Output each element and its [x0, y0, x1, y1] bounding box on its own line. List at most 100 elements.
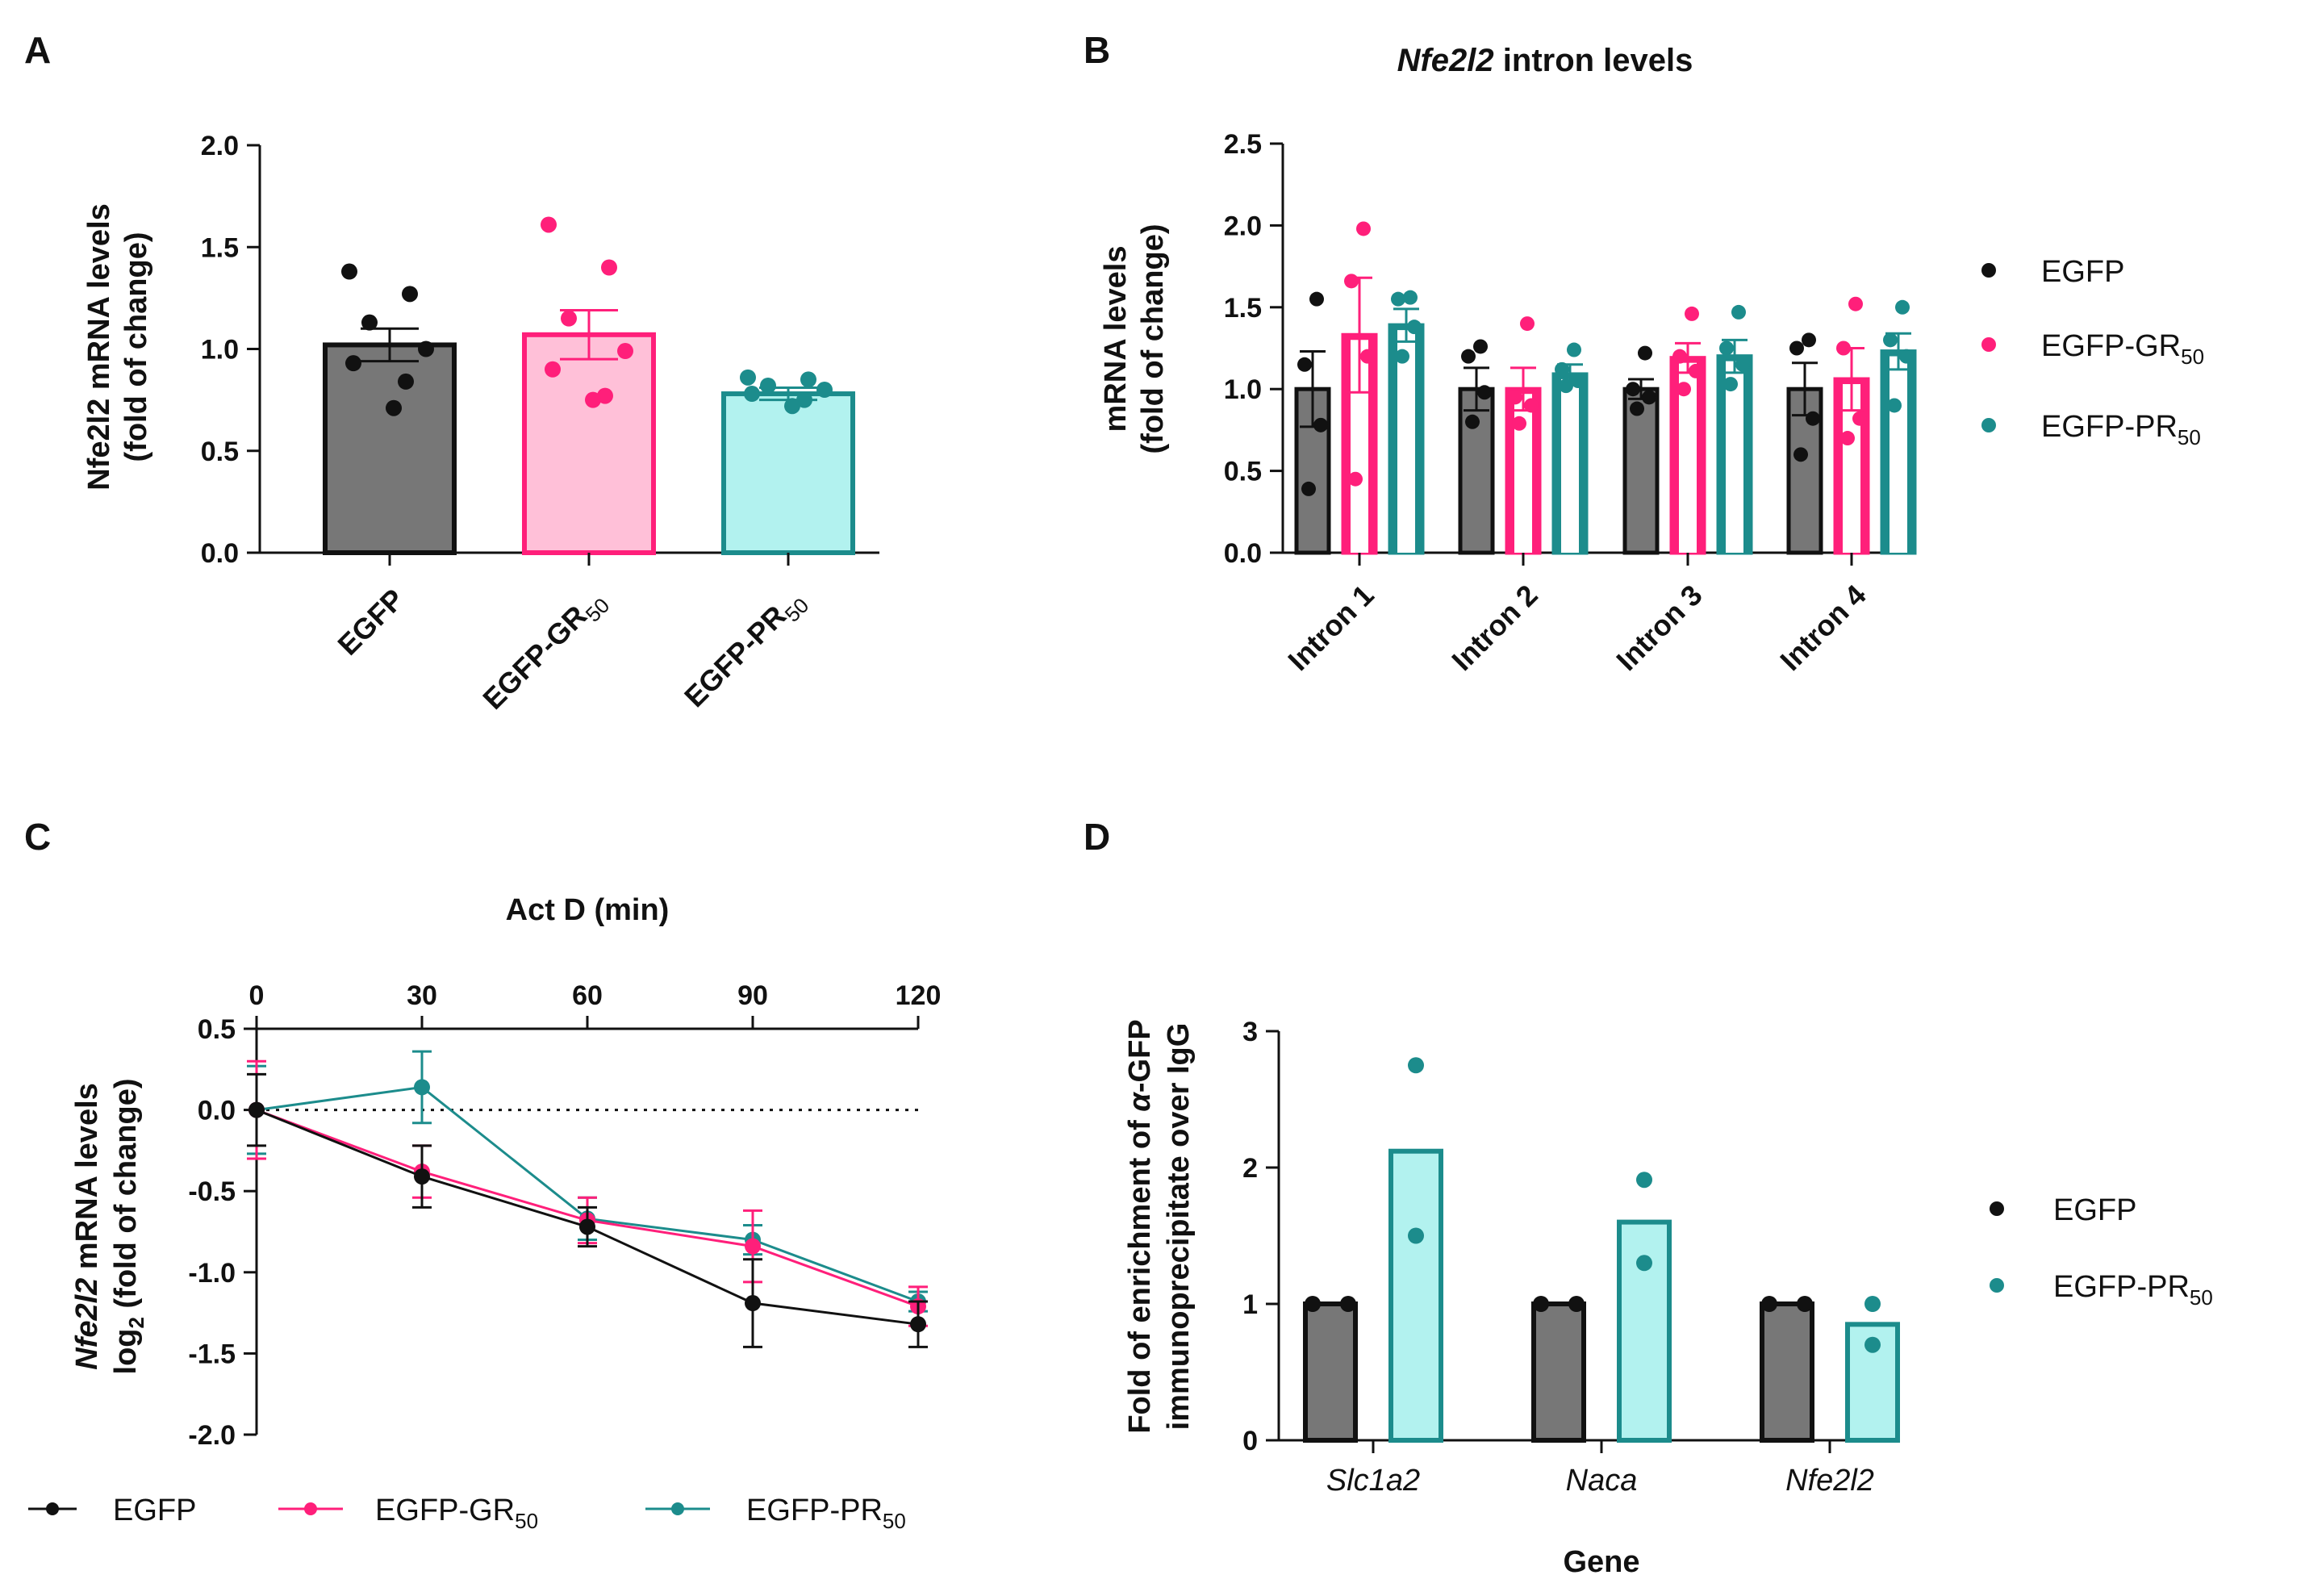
- panel-c-ylabel-log: log: [109, 1329, 143, 1375]
- panel-c-x-tick-label: 0: [249, 980, 265, 1011]
- panel-b-legend-gr-label: EGFP-GR50: [2041, 329, 2204, 369]
- panel-b-data-point: [1508, 390, 1522, 405]
- panel-b-data-point: [1883, 332, 1898, 348]
- panel-d-bar: [1303, 1301, 1358, 1443]
- panel-c-ylabel-line2: log2 (fold of change): [109, 1079, 148, 1375]
- panel-d-y-axis-tick-label: 1: [1242, 1289, 1258, 1320]
- panel-c-lines: [247, 1050, 928, 1348]
- panel-d-data-point: [1761, 1296, 1777, 1312]
- panel-d-bar: [1760, 1301, 1814, 1443]
- panel-d-x-tick-label: Nfe2l2: [1785, 1464, 1874, 1498]
- panel-d-data-point: [1533, 1296, 1549, 1312]
- panel-d-data-point: [1864, 1296, 1881, 1312]
- panel-b-x-tick-label: Intron 2: [1445, 579, 1543, 677]
- panel-b-data-point: [1672, 349, 1687, 364]
- panel-a-bar: [323, 342, 457, 555]
- panel-a-bar: [721, 391, 855, 555]
- panel-a-ylabel-line2: (fold of change): [119, 232, 153, 462]
- panel-b-data-point: [1802, 332, 1816, 348]
- panel-b-data-point: [1567, 342, 1581, 357]
- panel-c-x-tick-label: 120: [896, 980, 942, 1011]
- panel-b-bars: [1294, 221, 1917, 555]
- panel-b-legend-gr-sub: 50: [2181, 345, 2204, 369]
- panel-d-letter: D: [1084, 816, 1110, 858]
- panel-c-legend-pr-text: EGFP-PR: [746, 1494, 883, 1527]
- panel-b-data-point: [1524, 398, 1539, 413]
- panel-d-ylabel-line1: Fold of enrichment of α-GFP: [1123, 1019, 1157, 1433]
- panel-c-y-tick-label: 0.5: [198, 1014, 236, 1045]
- panel-b-legend-egfp-marker: [1981, 263, 1996, 278]
- panel-a-y-axis-tick-label: 0.5: [201, 437, 239, 467]
- panel-b-data-point: [1461, 349, 1476, 364]
- panel-b-y-axis-tick-label: 0.5: [1224, 457, 1262, 487]
- panel-b-x-tick-label: Intron 3: [1610, 579, 1708, 677]
- panel-b-data-point: [1297, 357, 1312, 372]
- panel-a-data-point: [784, 398, 800, 415]
- panel-b-data-point: [1344, 274, 1359, 289]
- panel-c-ylabel-rest2: (fold of change): [109, 1079, 143, 1318]
- panel-b-data-point: [1348, 471, 1363, 487]
- panel-a-data-point: [545, 361, 561, 378]
- panel-a-x-axis: EGFP EGFP-GR50 EGFP-PR50: [331, 553, 813, 716]
- panel-d-legend-egfp-label: EGFP: [2053, 1193, 2136, 1227]
- panel-b-x-tick-label: Intron 1: [1281, 579, 1380, 677]
- panel-b-ylabel-line1: mRNA levels: [1099, 246, 1133, 432]
- panel-b-y-axis-tick-label: 0.0: [1224, 538, 1262, 569]
- panel-d-legend-pr-text: EGFP-PR: [2053, 1270, 2190, 1304]
- panel-b-bar-inner: [1514, 394, 1532, 553]
- panel-d-y-axis-tick-label: 0: [1242, 1426, 1258, 1456]
- panel-d-data-point: [1864, 1336, 1881, 1353]
- panel-d-bar: [1388, 1148, 1443, 1443]
- panel-b-data-point: [1630, 401, 1644, 416]
- panel-d-xlabel: Gene: [1563, 1545, 1639, 1579]
- panel-d-data-point: [1408, 1057, 1424, 1074]
- panel-c-y-tick-label: -0.5: [188, 1176, 236, 1207]
- panel-b-data-point: [1391, 291, 1405, 307]
- panel-a-x-tick-label-text: EGFP: [331, 583, 410, 662]
- panel-b-data-point: [1895, 299, 1910, 315]
- panel-b-ylabel: mRNA levels (fold of change): [1099, 224, 1170, 454]
- panel-d-data-point: [1408, 1227, 1424, 1244]
- panel-b-title-rest: intron levels: [1494, 43, 1693, 78]
- panel-d: D Fold of enrichment of α-GFP immunoprec…: [1084, 816, 2213, 1579]
- panel-b-data-point: [1477, 385, 1492, 400]
- panel-d-x-tick-label: Naca: [1566, 1464, 1638, 1498]
- panel-b-bar-inner: [1679, 362, 1697, 553]
- panel-b-letter: B: [1084, 29, 1110, 71]
- panel-c-legend-gr-marker: [304, 1502, 317, 1515]
- panel-d-bar: [1531, 1301, 1586, 1443]
- panel-b-data-point: [1313, 417, 1328, 432]
- panel-a-bars: [323, 216, 855, 555]
- panel-b-title-italic: Nfe2l2: [1397, 43, 1494, 78]
- panel-b-data-point: [1848, 296, 1863, 311]
- panel-d-data-point: [1340, 1296, 1356, 1312]
- panel-b-data-point: [1473, 339, 1488, 354]
- panel-b-data-point: [1559, 378, 1573, 394]
- panel-b-data-point: [1793, 447, 1808, 462]
- panel-b-data-point: [1395, 349, 1409, 364]
- panel-d-ylabel-pre: Fold of enrichment of: [1123, 1112, 1157, 1434]
- panel-d-bar: [1617, 1219, 1672, 1443]
- panel-d-legend-egfp-marker: [1990, 1201, 2004, 1216]
- panel-b-title: Nfe2l2 intron levels: [1397, 43, 1693, 78]
- panel-a-data-point: [398, 373, 414, 390]
- panel-c-data-point: [579, 1218, 595, 1235]
- panel-c-legend-gr-text: EGFP-GR: [375, 1494, 515, 1527]
- panel-b-bar-inner: [1843, 384, 1860, 553]
- panel-c-title: Act D (min): [506, 893, 670, 927]
- panel-b-data-point: [1465, 414, 1480, 429]
- panel-c-legend: EGFP EGFP-GR50 EGFP-PR50: [28, 1494, 906, 1533]
- panel-b-data-point: [1723, 377, 1738, 392]
- panel-b-data-point: [1638, 345, 1652, 361]
- panel-d-x-axis: Slc1a2 Naca Nfe2l2: [1326, 1440, 1874, 1498]
- panel-c-x-tick-label: 60: [572, 980, 603, 1011]
- panel-b-data-point: [1403, 290, 1418, 305]
- panel-b-legend-pr-marker: [1981, 418, 1996, 432]
- panel-a-bar: [522, 332, 656, 555]
- panel-c-x-tick-label: 90: [737, 980, 768, 1011]
- panel-b-data-point: [1642, 390, 1656, 405]
- panel-c-ylabel: Nfe2l2 mRNA levels log2 (fold of change): [70, 1079, 148, 1375]
- panel-c-ylabel-italic: Nfe2l2: [70, 1278, 104, 1370]
- panel-a-data-point: [760, 377, 776, 394]
